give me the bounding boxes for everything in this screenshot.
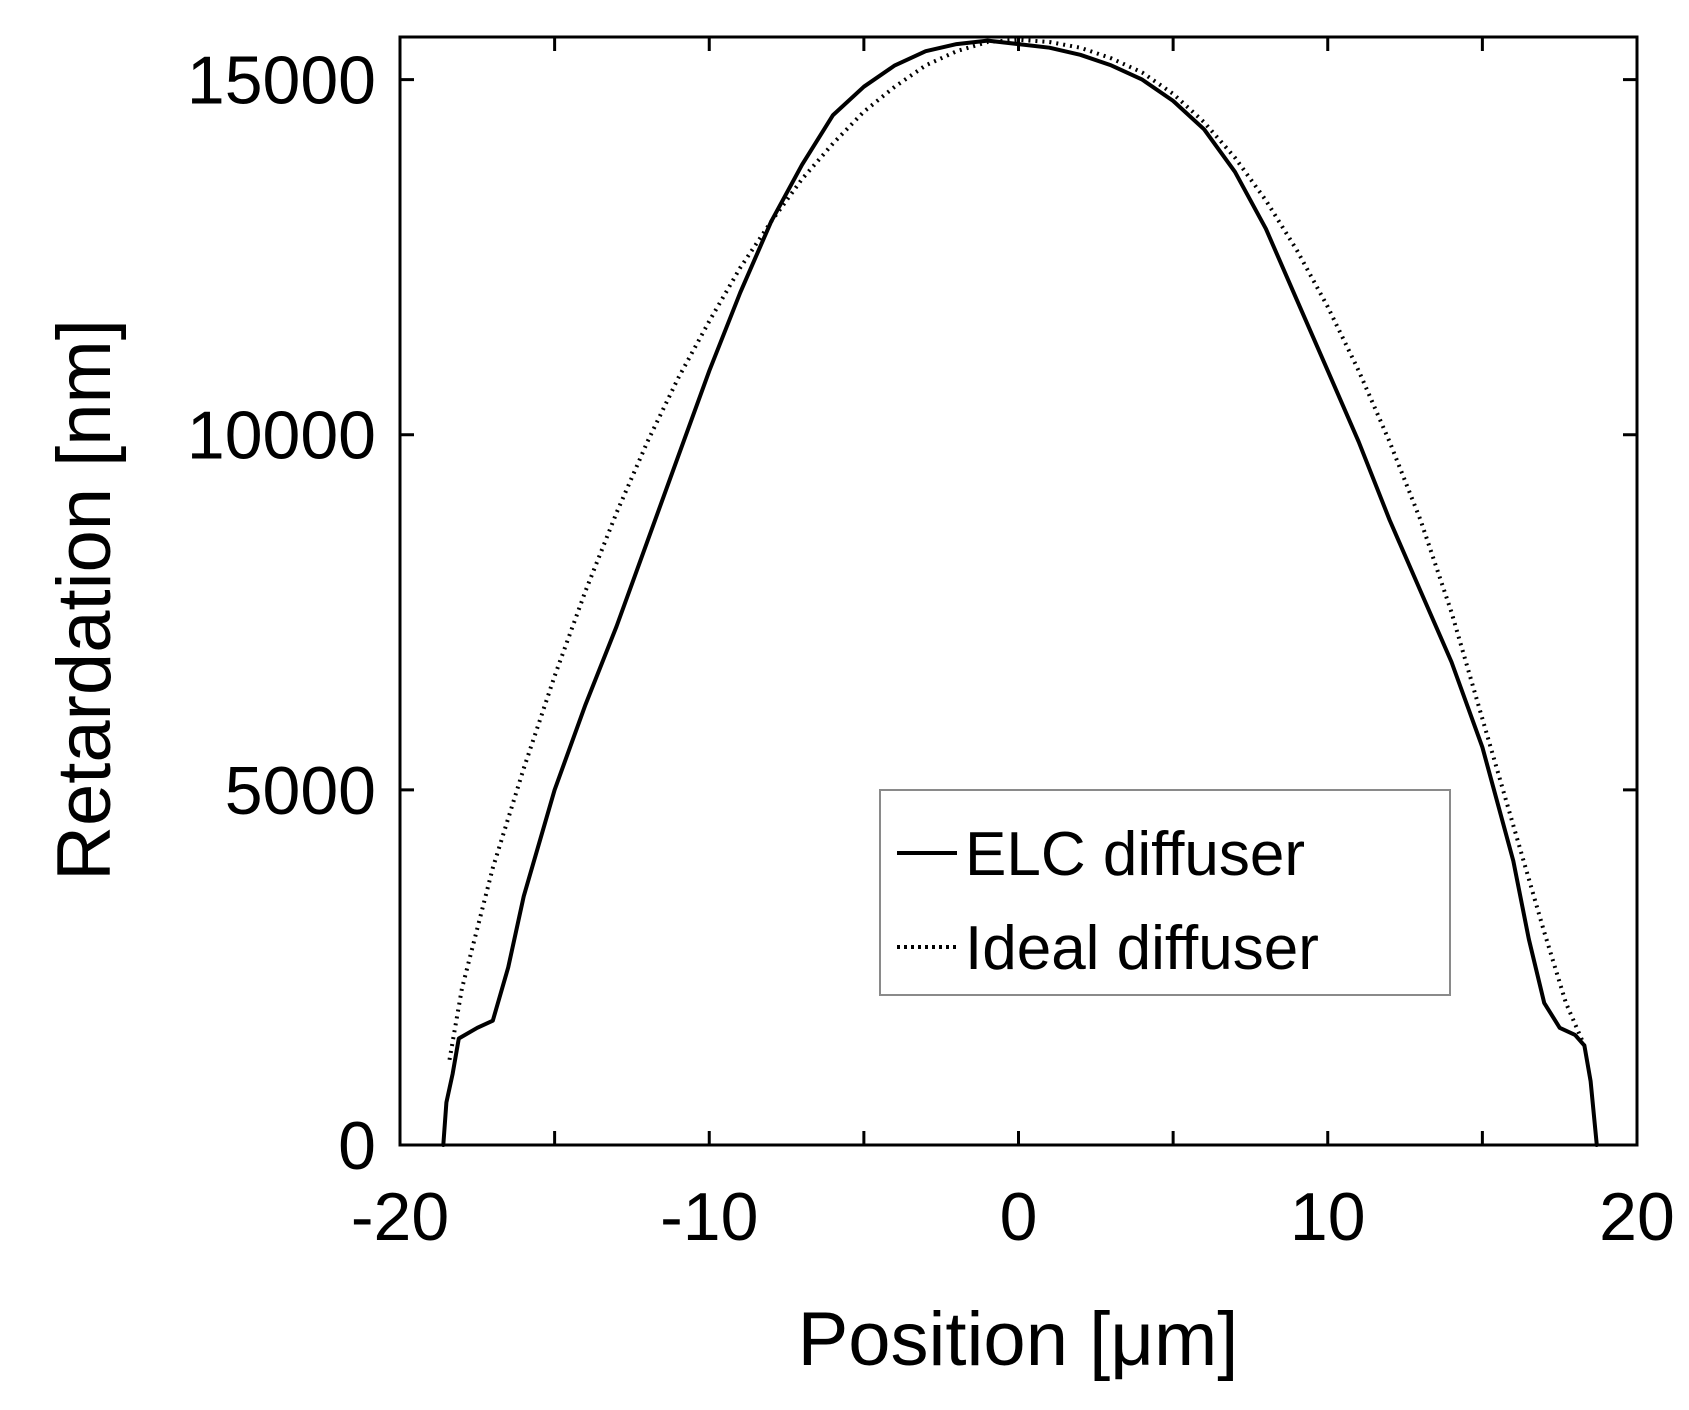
x-tick-label: 10 (1290, 1179, 1366, 1255)
data-series (441, 37, 1599, 1147)
y-tick-label: 0 (338, 1108, 376, 1184)
legend: ELC diffuser Ideal diffuser (879, 789, 1451, 996)
x-tick-label: -20 (351, 1179, 449, 1255)
y-tick-label: 10000 (187, 398, 376, 474)
x-tick-label: 0 (1000, 1179, 1038, 1255)
legend-box (879, 789, 1451, 996)
axis-tick-labels: -20 -10 0 10 20 0 5000 10000 15000 (187, 43, 1675, 1255)
y-tick-label: 5000 (225, 753, 376, 829)
legend-label-elc: ELC diffuser (965, 820, 1305, 889)
elc-diffuser-line (441, 38, 1599, 1147)
y-tick-label: 15000 (187, 43, 376, 119)
legend-label-ideal: Ideal diffuser (965, 914, 1319, 983)
y-axis-title: Retardation [nm] (42, 319, 127, 881)
x-tick-label: -10 (660, 1179, 758, 1255)
axis-ticks (398, 37, 1639, 1147)
x-tick-label: 20 (1599, 1179, 1675, 1255)
x-axis-title: Position [μm] (798, 1297, 1239, 1382)
